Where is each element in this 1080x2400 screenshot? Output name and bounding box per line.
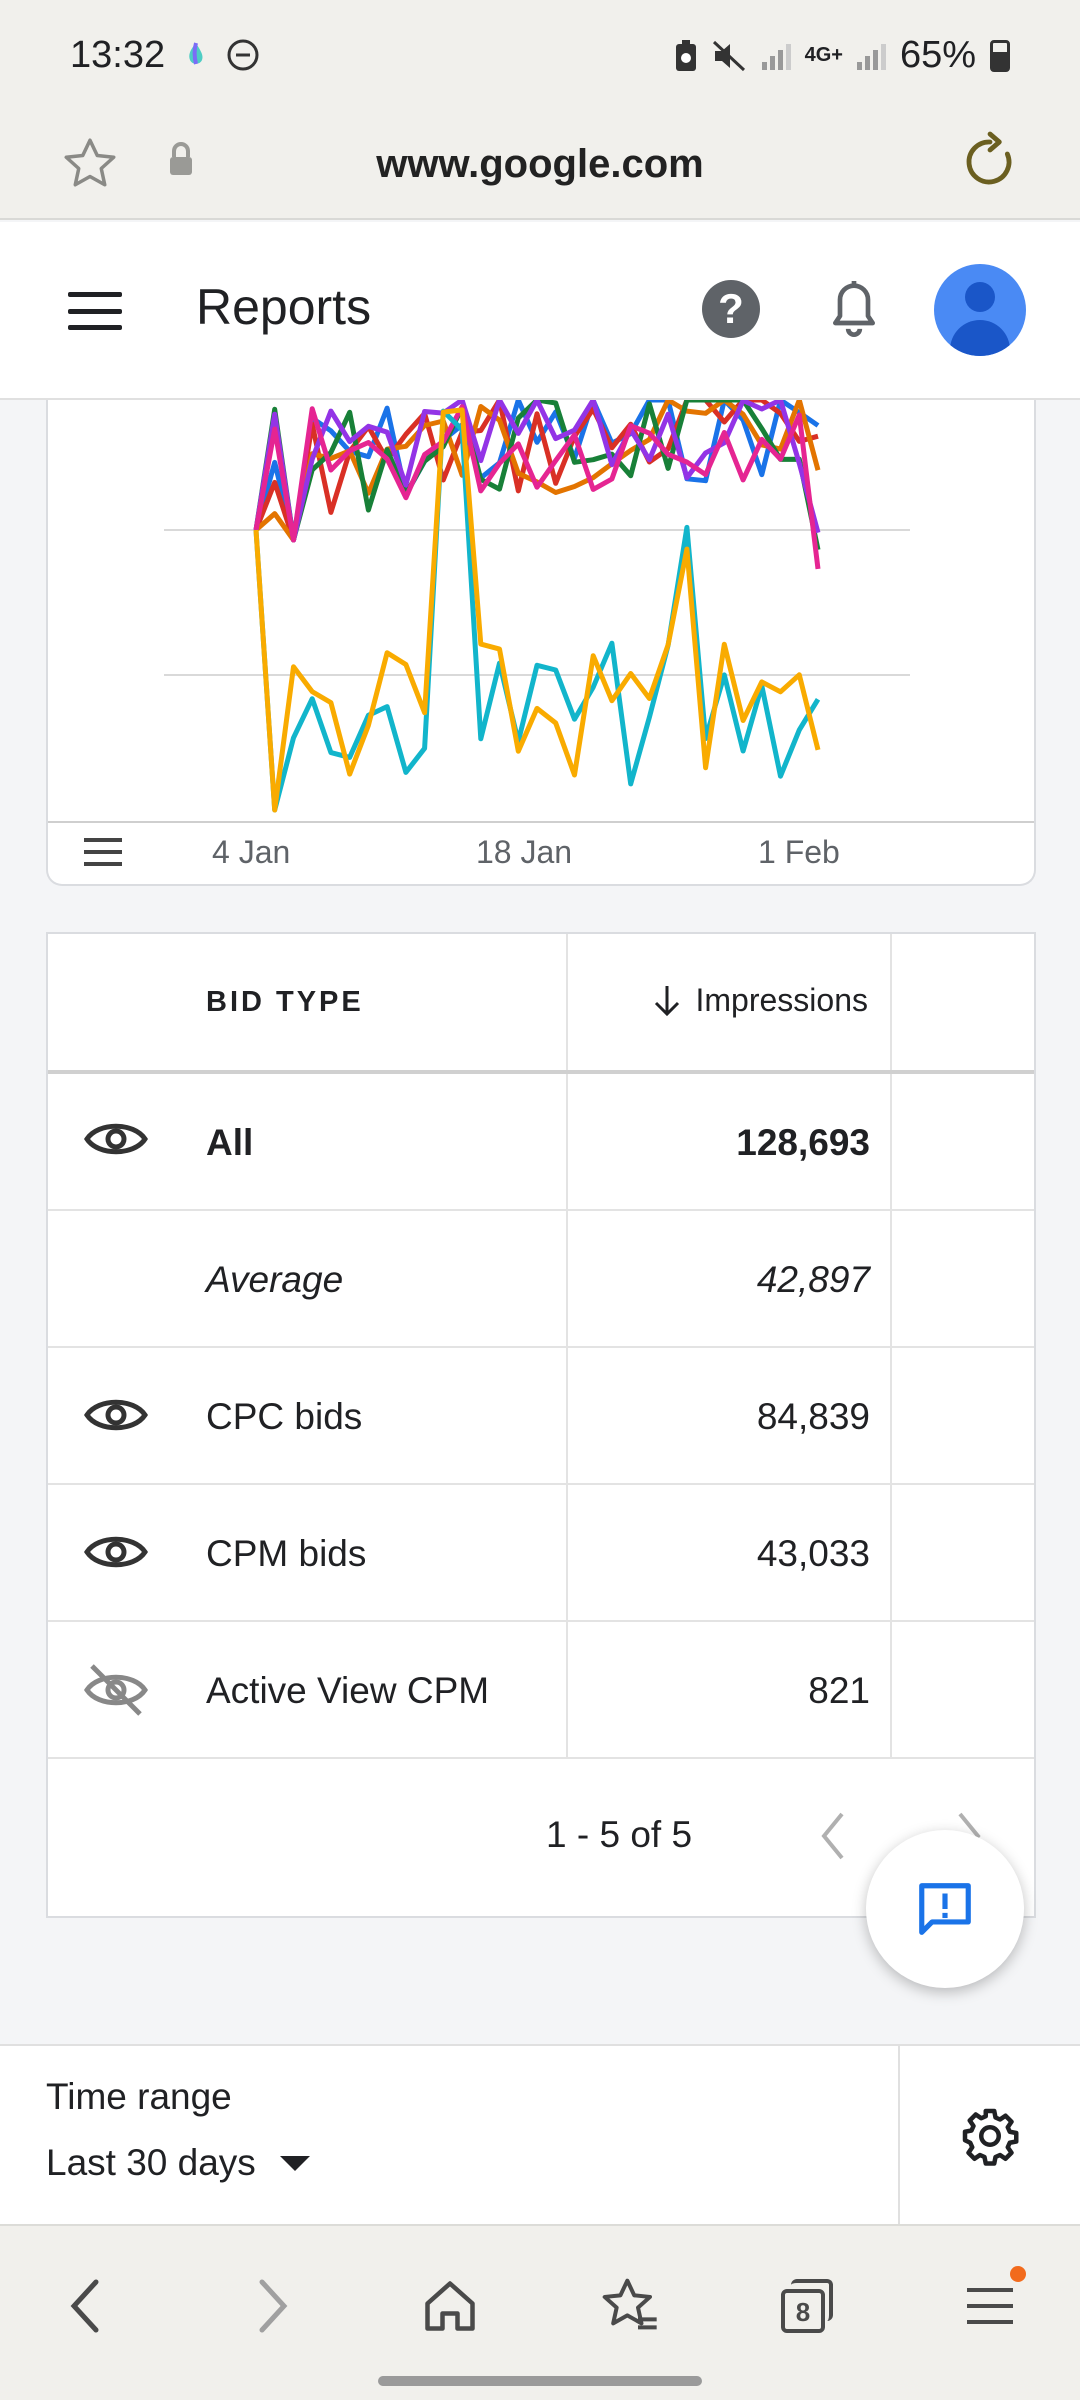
time-range-label: Time range <box>46 2076 232 2117</box>
home-button[interactable] <box>410 2266 490 2346</box>
tabs-icon: 8 <box>781 2279 835 2333</box>
status-time: 13:32 <box>70 34 166 76</box>
tabs-button[interactable]: 8 <box>768 2266 848 2346</box>
app-header: Reports ? <box>0 222 1080 400</box>
table-header: BID TYPE Impressions <box>48 934 1034 1074</box>
chart-series <box>253 400 821 813</box>
battery-saver-icon <box>675 39 696 71</box>
report-table: BID TYPE Impressions All 128,693 Average… <box>46 932 1036 1918</box>
dnd-icon <box>227 39 259 71</box>
series-line <box>253 407 821 813</box>
row-name: Average <box>206 1259 344 1300</box>
browser-nav-bar: 8 <box>0 2224 1080 2400</box>
back-button[interactable] <box>46 2266 126 2346</box>
series-line <box>253 400 821 543</box>
reload-icon[interactable] <box>958 130 1022 194</box>
row-impressions: 43,033 <box>756 1533 870 1574</box>
chart-card: 4 Jan 18 Jan 1 Feb <box>46 400 1036 886</box>
row-impressions: 128,693 <box>736 1122 870 1163</box>
battery-icon <box>990 39 1010 72</box>
network-type: 4G+ <box>804 44 843 66</box>
menu-icon[interactable] <box>68 292 122 330</box>
series-line <box>253 400 821 551</box>
row-name: Active View CPM <box>206 1670 490 1711</box>
menu-button[interactable] <box>950 2266 1030 2346</box>
feedback-icon <box>919 1883 971 1935</box>
pagination-text: 1 - 5 of 5 <box>546 1814 693 1855</box>
url-text[interactable]: www.google.com <box>376 142 704 186</box>
bell-icon[interactable] <box>826 278 882 340</box>
battery-percent: 65% <box>899 34 976 76</box>
x-tick-label: 1 Feb <box>758 834 840 870</box>
divider <box>898 2046 900 2226</box>
table-row[interactable]: All 128,693 <box>48 1074 1034 1211</box>
table-row[interactable]: CPM bids 43,033 <box>48 1485 1034 1622</box>
row-impressions: 42,897 <box>756 1259 870 1300</box>
home-icon <box>425 2281 475 2331</box>
header-impressions-label: Impressions <box>695 982 869 1018</box>
eye-icon[interactable] <box>84 1529 148 1575</box>
dropdown-caret-icon <box>279 2155 310 2171</box>
row-impressions: 84,839 <box>756 1396 870 1437</box>
header-impressions[interactable]: Impressions <box>652 982 869 1019</box>
forward-button[interactable] <box>232 2266 312 2346</box>
line-chart <box>48 400 1034 823</box>
settings-gear-icon[interactable] <box>960 2106 1020 2166</box>
x-tick-label: 18 Jan <box>476 834 573 870</box>
bookmarks-star-icon <box>602 2278 657 2330</box>
status-bar: 13:32 4G+ 65% <box>0 0 1080 112</box>
bookmarks-button[interactable] <box>590 2266 670 2346</box>
table-row[interactable]: Active View CPM 821 <box>48 1622 1034 1759</box>
eye-icon[interactable] <box>84 1116 148 1162</box>
x-tick-label: 4 Jan <box>212 834 291 870</box>
data-saver-icon <box>189 42 203 65</box>
page-title: Reports <box>196 279 372 335</box>
header-bid-type[interactable]: BID TYPE <box>206 986 364 1018</box>
avatar[interactable] <box>934 264 1026 356</box>
series-line <box>253 404 821 570</box>
sort-descending-icon <box>654 985 679 1016</box>
mute-icon <box>712 40 745 71</box>
bookmark-star-icon[interactable] <box>60 134 120 194</box>
time-range-bar: Time range Last 30 days <box>0 2044 1080 2226</box>
series-line <box>253 408 821 813</box>
forward-icon <box>259 2279 288 2333</box>
status-left-icons <box>182 38 260 72</box>
table-row: Average 42,897 <box>48 1211 1034 1348</box>
row-name: CPC bids <box>206 1396 363 1437</box>
help-icon[interactable]: ? <box>702 280 760 338</box>
feedback-button[interactable] <box>866 1830 1024 1988</box>
status-right-icons: 4G+ 65% <box>674 34 1010 77</box>
notification-dot <box>1010 2266 1026 2282</box>
signal-icon-2 <box>856 42 886 70</box>
row-name: All <box>206 1122 254 1163</box>
menu-lines-icon <box>967 2288 1013 2324</box>
url-bar[interactable]: www.google.com <box>0 112 1080 220</box>
time-range-value: Last 30 days <box>46 2142 256 2183</box>
eye-icon[interactable] <box>84 1392 148 1438</box>
signal-icon-1 <box>761 42 791 70</box>
tab-count: 8 <box>781 2289 825 2333</box>
time-range-dropdown[interactable]: Last 30 days <box>46 2142 310 2184</box>
row-name: CPM bids <box>206 1533 367 1574</box>
table-row[interactable]: CPC bids 84,839 <box>48 1348 1034 1485</box>
row-impressions: 821 <box>808 1670 870 1711</box>
gesture-bar <box>378 2376 702 2386</box>
back-icon <box>70 2279 99 2333</box>
chart-grid <box>48 529 1034 823</box>
eye-off-icon[interactable] <box>84 1662 148 1718</box>
lock-icon[interactable] <box>166 140 196 180</box>
prev-page-icon[interactable] <box>814 1808 854 1864</box>
legend-toggle-icon[interactable] <box>84 838 122 866</box>
